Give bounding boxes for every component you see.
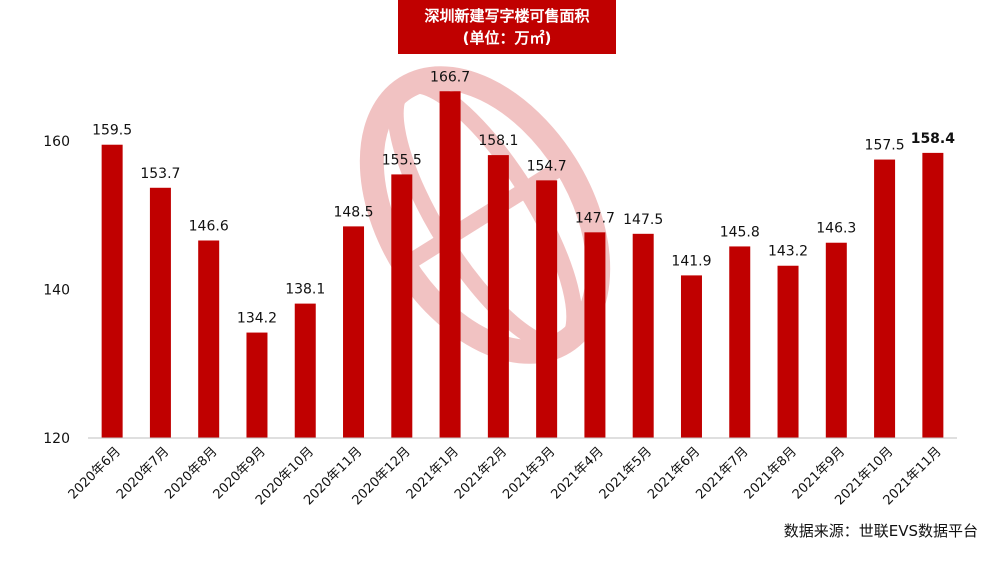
bar [391,174,413,438]
y-tick-label: 120 [43,431,70,447]
bar-value-label: 146.3 [816,221,856,237]
bar-value-label: 134.2 [237,311,277,327]
bar [487,155,509,439]
bar-value-label: 155.5 [382,152,422,168]
bar [343,226,365,438]
bar-value-label: 146.6 [189,218,229,234]
bar-value-label: 157.5 [865,138,905,154]
bar [922,152,944,438]
bar [439,91,461,438]
bar-value-label: 158.1 [478,133,518,149]
bar-value-label: 153.7 [140,166,180,182]
chart-title-box: 深圳新建写字楼可售面积 (单位：万㎡) [398,0,616,54]
bar-value-label: 141.9 [671,253,711,269]
bar-value-label: 145.8 [720,224,760,240]
bar [294,303,316,438]
bar [584,232,606,438]
bar-value-label: 166.7 [430,69,470,85]
bar [246,332,268,438]
bar-value-label: 138.1 [285,282,325,298]
chart-subtitle: (单位：万㎡) [462,29,552,47]
y-tick-label: 140 [43,283,70,299]
bar [777,265,799,438]
bar [101,144,123,438]
bar [149,187,171,438]
bar-value-label: 148.5 [333,204,373,220]
bar-value-label: 154.7 [527,158,567,174]
bar [874,159,896,438]
y-tick-label: 160 [43,134,70,150]
bar [680,275,702,438]
bar-value-label: 158.4 [911,131,956,147]
bar [825,242,847,438]
bar-value-label: 147.5 [623,212,663,228]
bar-value-label: 159.5 [92,123,132,139]
source-note: 数据来源：世联EVS数据平台 [783,522,978,540]
bar [198,240,220,438]
bar [632,233,654,438]
bar [536,180,558,439]
bar-value-label: 143.2 [768,244,808,260]
chart-title: 深圳新建写字楼可售面积 [424,7,590,25]
bar-value-label: 147.7 [575,210,615,226]
bar [729,246,751,438]
